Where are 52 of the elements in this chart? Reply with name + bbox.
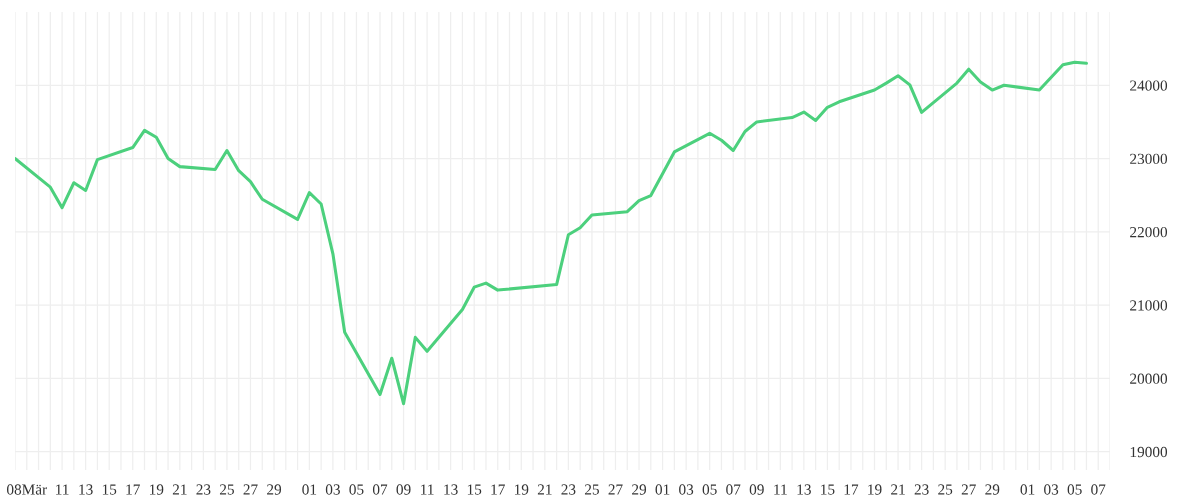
x-tick-label: 11 xyxy=(56,484,69,495)
x-tick-label: 07 xyxy=(1091,484,1106,495)
x-tick-label: 23 xyxy=(196,484,211,495)
x-tick-label: 11 xyxy=(774,484,787,495)
x-tick-label: 27 xyxy=(243,484,258,495)
x-tick-label: 17 xyxy=(126,484,140,495)
x-tick-label: 23 xyxy=(561,484,576,495)
x-tick-label: 17 xyxy=(491,484,505,495)
x-tick-label: 29 xyxy=(632,484,647,495)
x-tick-label: 07 xyxy=(726,484,741,495)
x-tick-label: 15 xyxy=(821,484,835,495)
x-tick-label: 03 xyxy=(679,484,694,495)
x-tick-label: 09 xyxy=(749,484,764,495)
x-tick-label: 01 xyxy=(1020,484,1035,495)
y-tick-label: 20000 xyxy=(1130,373,1168,384)
x-tick-label: 25 xyxy=(584,484,599,495)
x-tick-label: 05 xyxy=(702,484,717,495)
x-tick-label: 19 xyxy=(150,484,164,495)
x-tick-label: 11 xyxy=(421,484,434,495)
x-tick-label: 15 xyxy=(102,484,117,495)
x-tick-label: 27 xyxy=(961,484,976,495)
x-tick-label: 03 xyxy=(325,484,340,495)
y-tick-label: 19000 xyxy=(1130,446,1168,458)
x-tick-label: 01 xyxy=(302,484,317,495)
x-tick-label: 03 xyxy=(1044,484,1059,495)
line-series xyxy=(15,60,1088,406)
x-tick-label: 21 xyxy=(891,484,905,495)
y-tick-label: 21000 xyxy=(1130,300,1168,311)
x-tick-label: 19 xyxy=(515,484,529,495)
x-tick-label: 27 xyxy=(608,484,623,495)
x-tick-label: 13 xyxy=(797,484,811,495)
y-tick-label: 23000 xyxy=(1130,153,1168,165)
x-tick-label: 05 xyxy=(1067,484,1082,495)
y-tick-label: 22000 xyxy=(1130,226,1168,238)
x-tick-label: 29 xyxy=(985,484,1000,495)
x-tick-label: 13 xyxy=(444,484,458,495)
x-tick-label: 17 xyxy=(844,484,859,495)
x-tick-label: 19 xyxy=(868,484,882,495)
x-tick-label: 09 xyxy=(396,484,411,495)
x-tick-label: 15 xyxy=(467,484,482,495)
x-tick-label: 21 xyxy=(172,484,187,495)
x-tick-label: 25 xyxy=(219,484,234,495)
x-tick-label: 08Mär xyxy=(6,484,47,495)
x-tick-label: 05 xyxy=(349,484,364,495)
x-tick-label: 25 xyxy=(938,484,953,495)
x-tick-label: 21 xyxy=(537,484,552,495)
x-tick-label: 13 xyxy=(79,484,93,495)
x-tick-label: 23 xyxy=(914,484,929,495)
x-tick-label: 29 xyxy=(267,484,282,495)
x-tick-label: 07 xyxy=(372,484,388,495)
x-tick-label: 01 xyxy=(655,484,670,495)
y-tick-label: 24000 xyxy=(1130,80,1168,91)
